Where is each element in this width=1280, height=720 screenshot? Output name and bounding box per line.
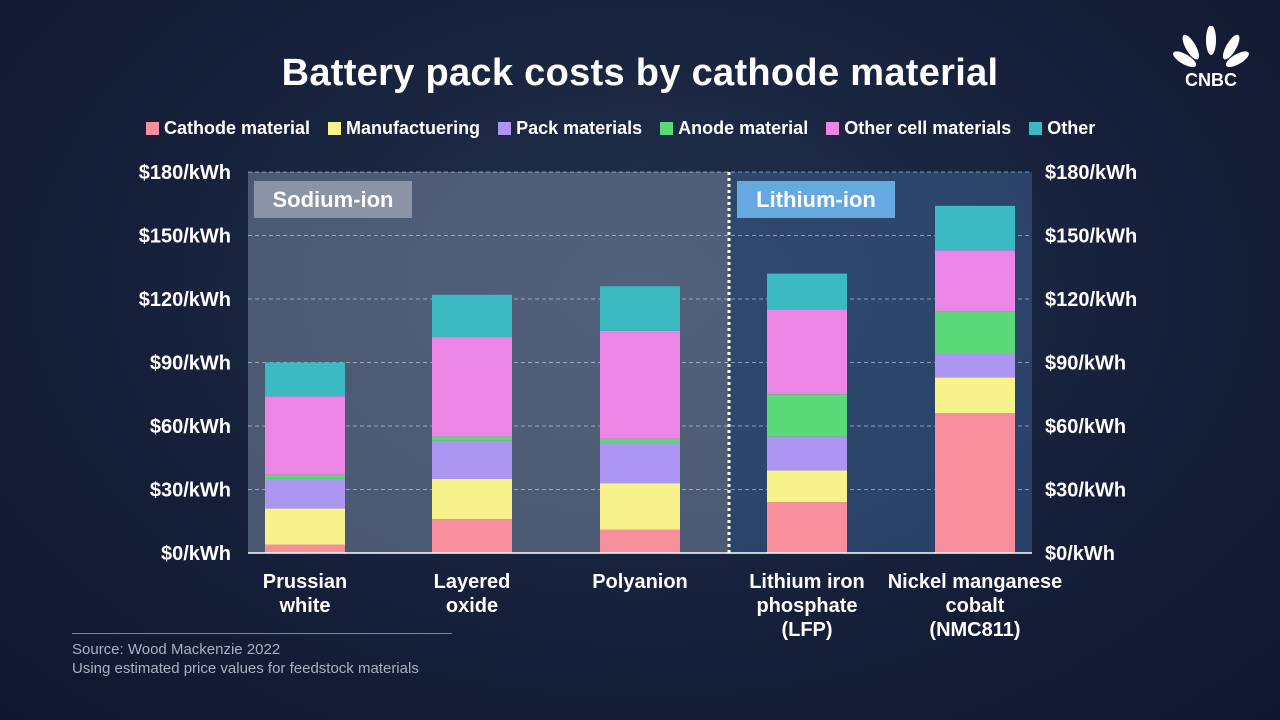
legend-item: Pack materials <box>498 116 642 140</box>
bar-segment <box>600 529 680 553</box>
bar-segment <box>935 413 1015 553</box>
bar-segment <box>265 544 345 553</box>
y-tick-label-right: $0/kWh <box>1045 543 1115 565</box>
legend-swatch <box>826 121 840 135</box>
legend-label: Other cell materials <box>844 117 1012 138</box>
bar-segment <box>935 250 1015 312</box>
x-category-label: Nickel manganese <box>888 571 1063 593</box>
x-category-label: cobalt <box>946 595 1005 617</box>
bar-segment <box>432 519 512 553</box>
legend-label: Manufactuering <box>346 117 481 138</box>
x-category-label: Prussian <box>263 571 347 593</box>
group-label-box <box>737 181 895 218</box>
bar-segment <box>265 478 345 509</box>
bar-segment <box>265 396 345 475</box>
legend-swatch <box>498 121 512 135</box>
y-tick-label-right: $150/kWh <box>1045 226 1137 248</box>
legend-swatch <box>660 121 674 135</box>
bar-segment <box>600 438 680 443</box>
y-tick-label-left: $0/kWh <box>161 543 231 565</box>
legend-label: Other <box>1047 117 1096 138</box>
x-category-label: Polyanion <box>592 571 688 593</box>
bar-segment <box>265 362 345 397</box>
y-tick-label-right: $90/kWh <box>1045 353 1126 375</box>
x-category-label: Layered <box>434 571 511 593</box>
bar-segment <box>432 436 512 441</box>
bar-segment <box>767 394 847 437</box>
legend-item: Cathode material <box>146 116 310 140</box>
y-tick-label-left: $180/kWh <box>139 162 231 184</box>
method-note: Using estimated price values for feedsto… <box>72 660 419 677</box>
y-tick-label-left: $30/kWh <box>150 480 231 502</box>
x-category-label: white <box>278 595 330 617</box>
bar-segment <box>432 294 512 338</box>
bar-segment <box>767 273 847 310</box>
x-category-label: phosphate <box>756 595 857 617</box>
legend-swatch <box>146 121 159 135</box>
y-tick-label-right: $30/kWh <box>1045 480 1126 502</box>
group-label: Sodium-ion <box>273 187 394 212</box>
y-tick-label-right: $60/kWh <box>1045 416 1126 438</box>
bar-segment <box>935 205 1015 251</box>
bar-segment <box>600 442 680 484</box>
bar-segment <box>767 436 847 471</box>
legend-swatch <box>328 121 342 135</box>
source-note: Source: Wood Mackenzie 2022 Using estima… <box>72 640 419 678</box>
group-label-box <box>254 181 412 218</box>
bar-segment <box>432 337 512 437</box>
bar-segment <box>600 330 680 439</box>
legend-item: Anode material <box>660 116 808 140</box>
chart-title: Battery pack costs by cathode material <box>281 52 999 94</box>
bar-segment <box>935 354 1015 378</box>
bar-segment <box>767 470 847 503</box>
bar-segment <box>432 440 512 479</box>
bar-segment <box>767 309 847 395</box>
bar-segment <box>600 286 680 331</box>
legend-item: Manufactuering <box>328 116 480 140</box>
bar-segment <box>935 311 1015 355</box>
bar-segment <box>935 377 1015 414</box>
legend-label: Anode material <box>678 117 809 138</box>
logo-text: CNBC <box>1185 70 1237 90</box>
group-label: Lithium-ion <box>756 187 876 212</box>
source-divider <box>72 633 452 634</box>
y-tick-label-right: $120/kWh <box>1045 289 1137 311</box>
cnbc-logo: CNBC <box>1173 26 1249 90</box>
legend-label: Cathode material <box>164 117 311 138</box>
bar-segment <box>265 508 345 545</box>
source-line: Source: Wood Mackenzie 2022 <box>72 641 281 658</box>
legend-item: Other <box>1029 116 1095 140</box>
y-tick-label-left: $90/kWh <box>150 353 231 375</box>
x-category-label: (NMC811) <box>929 619 1020 641</box>
bar-segment <box>265 474 345 479</box>
bar-segment <box>767 502 847 553</box>
y-tick-label-left: $60/kWh <box>150 416 231 438</box>
bar-segment <box>432 478 512 520</box>
y-tick-label-right: $180/kWh <box>1045 162 1137 184</box>
legend-label: Pack materials <box>516 117 643 138</box>
x-category-label: oxide <box>446 595 498 617</box>
y-tick-label-left: $120/kWh <box>139 289 231 311</box>
legend: Cathode material Manufactuering Pack mater… <box>146 116 1146 140</box>
x-category-label: Lithium iron <box>749 571 865 593</box>
bar-segment <box>600 483 680 530</box>
legend-swatch <box>1029 121 1043 135</box>
legend-item: Other cell materials <box>826 116 1011 140</box>
y-tick-label-left: $150/kWh <box>139 226 231 248</box>
x-category-label: (LFP) <box>781 619 832 641</box>
